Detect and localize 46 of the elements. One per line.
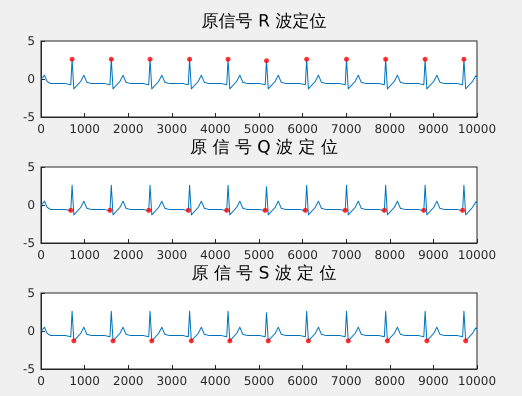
x-tick-label: 1000 [69, 122, 100, 136]
x-tick-label: 5000 [244, 122, 274, 136]
x-tick-label: 7000 [330, 122, 362, 136]
x-tick-label: 5000 [244, 374, 274, 388]
x-tick-label: 7000 [330, 374, 362, 388]
line-series [40, 184, 478, 216]
x-tick-label: 6000 [287, 248, 318, 262]
x-tick-label: 8000 [374, 122, 406, 136]
x-tick-label: 4000 [200, 374, 231, 388]
x-tick-label: 6000 [287, 374, 318, 388]
y-tick-label: 0 [27, 198, 35, 212]
x-tick-label: 7000 [330, 248, 362, 262]
x-tick-label: 3000 [156, 374, 188, 388]
x-tick-label: 3000 [156, 248, 188, 262]
x-tick-label: 1000 [69, 374, 100, 388]
x-tick-label: 4000 [200, 122, 231, 136]
y-tick-label: 0 [27, 324, 35, 338]
x-tick-label: 2000 [112, 122, 144, 136]
x-tick-label: 10000 [458, 122, 496, 136]
y-tick-label: 5 [27, 160, 35, 174]
chart-title: 原 信 号 S 波 定 位 [191, 264, 337, 284]
x-tick-label: 0 [37, 248, 45, 262]
x-tick-label: 2000 [112, 374, 144, 388]
x-tick-label: 9000 [418, 248, 449, 262]
chart-title: 原信号 R 波定位 [202, 12, 326, 32]
x-tick-label: 5000 [244, 248, 274, 262]
x-tick-label: 3000 [156, 122, 188, 136]
y-tick-label: 5 [27, 286, 35, 300]
y-tick-label: -5 [23, 236, 35, 250]
x-tick-label: 4000 [200, 248, 231, 262]
y-tick-label: -5 [23, 362, 35, 376]
x-tick-label: 8000 [374, 374, 406, 388]
y-tick-label: 0 [27, 72, 35, 86]
y-tick-label: 5 [27, 34, 35, 48]
x-tick-label: 0 [37, 374, 45, 388]
x-tick-label: 8000 [374, 248, 406, 262]
x-tick-label: 9000 [418, 122, 449, 136]
x-tick-label: 10000 [458, 248, 496, 262]
x-tick-label: 0 [37, 122, 45, 136]
x-tick-label: 1000 [69, 248, 100, 262]
x-tick-label: 6000 [287, 122, 318, 136]
x-tick-label: 10000 [458, 374, 496, 388]
x-tick-label: 9000 [418, 374, 449, 388]
x-tick-label: 2000 [112, 248, 144, 262]
chart-title: 原 信 号 Q 波 定 位 [190, 138, 338, 158]
y-tick-label: -5 [23, 110, 35, 124]
